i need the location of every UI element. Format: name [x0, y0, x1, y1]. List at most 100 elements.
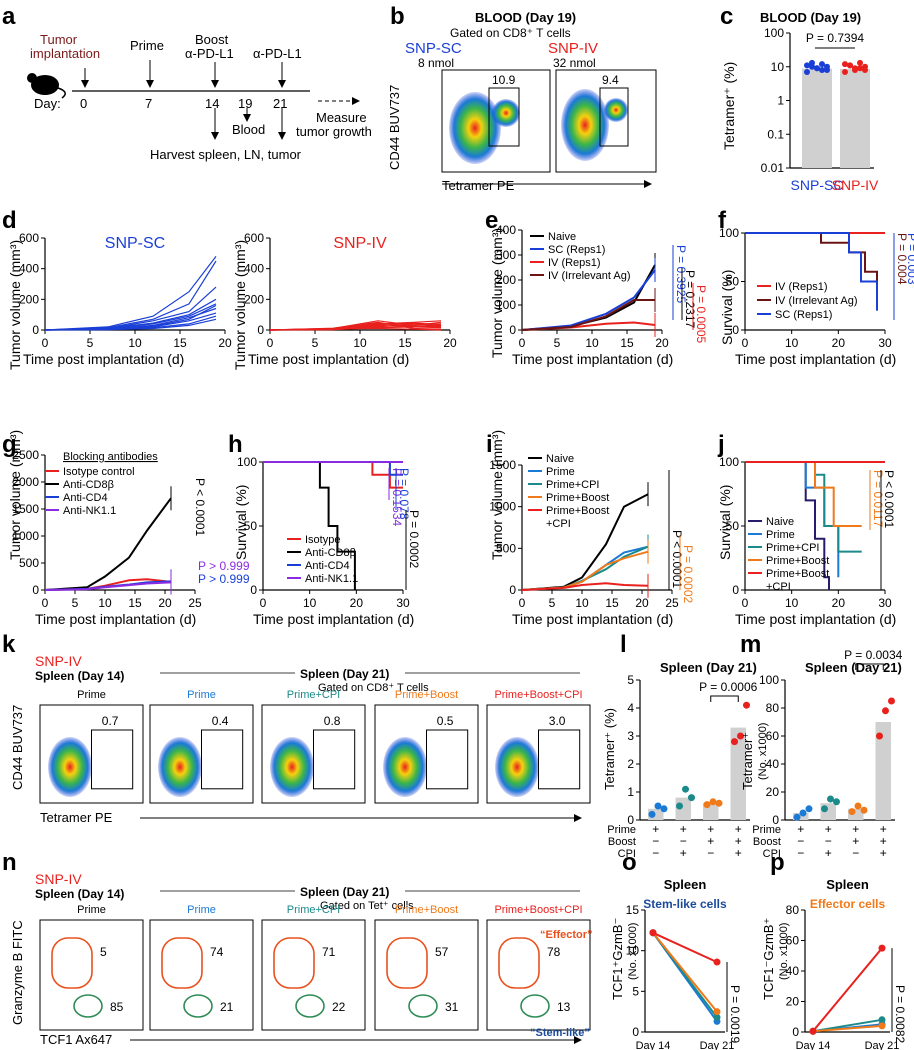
k-left-title: Spleen (Day 14) [35, 669, 124, 683]
g-series-line [44, 497, 172, 591]
m-title: Spleen (Day 21) [805, 660, 902, 675]
k-gate [538, 729, 581, 790]
l-point [715, 799, 723, 807]
m-point [882, 707, 889, 715]
k-gate [91, 729, 134, 790]
e-ylabel: Tumor volume (mm³) [489, 228, 505, 358]
d2-xtick-label: 10 [353, 336, 367, 350]
l-row-sign: − [707, 846, 714, 860]
e-pvalue: P = 0.0005 [694, 285, 708, 343]
panel-label-k: k [2, 631, 16, 658]
p-series-line [812, 1018, 883, 1033]
e-legend-label: Naive [548, 231, 576, 243]
d2-series-line [269, 322, 442, 331]
d1-ylabel: Tumor volume (mm³) [7, 240, 23, 370]
k-pct: 0.4 [212, 714, 229, 728]
p-series-line [812, 947, 883, 1032]
f-legend-label: IV (Reps1) [775, 281, 828, 293]
f-series-line [745, 232, 878, 311]
g-legend-label: Anti-CD4 [63, 492, 108, 504]
k-gate: Gated on CD8⁺ T cells [318, 682, 429, 694]
day-0: 0 [80, 96, 87, 111]
h-pvalue: P = 0.1534 [390, 468, 404, 526]
l-point [737, 732, 744, 740]
m-row-sign: + [852, 834, 859, 848]
j-ytick-label: 0 [732, 583, 739, 597]
f-ytick-label: 50 [726, 275, 740, 289]
m-bar [875, 722, 891, 820]
g-xtick-label: 0 [42, 596, 49, 610]
c-point [842, 68, 848, 75]
panel-label-m: m [740, 631, 761, 658]
d2-xtick-label: 5 [312, 336, 319, 350]
c-point [824, 63, 830, 70]
j-xtick-label: 20 [832, 596, 846, 610]
l-row-sign: + [707, 822, 714, 836]
i-xlabel: Time post implantation (d) [512, 611, 673, 627]
h-xtick-label: 30 [396, 596, 410, 610]
m-row-sign: + [880, 834, 887, 848]
blood-label: Blood [232, 122, 265, 137]
n-pct-effector: 74 [210, 945, 224, 959]
o-ylabel2: (No. x1000) [627, 923, 639, 980]
b-flow-density-1 [449, 92, 501, 164]
l-point [703, 801, 711, 809]
b-group2: SNP-IV [548, 40, 598, 57]
l-point [660, 805, 668, 813]
panel-label-c: c [720, 3, 733, 30]
l-row-sign: + [680, 822, 687, 836]
h-ylabel: Survival (%) [233, 485, 249, 560]
l-ytick-label: 3 [627, 729, 634, 743]
m-ylabel: Tetramer⁺ [740, 732, 755, 790]
k-plot: Prime 0.4 [149, 689, 254, 804]
panel-label-f: f [718, 207, 727, 234]
f-xtick-label: 30 [878, 336, 892, 350]
h-series-line [263, 461, 403, 489]
k-plots: Prime 0.7 Prime 0.4 Prime+CPI 0.8 Prime+Boost 0… [39, 689, 591, 804]
n-pct-stemlike: 21 [220, 1000, 234, 1014]
b-flow-density-2b [604, 98, 628, 122]
j-legend-label: Naive [766, 516, 794, 528]
panel-label-e: e [485, 207, 498, 234]
g-xtick-label: 25 [188, 596, 202, 610]
g-legend-label: Isotype control [63, 466, 135, 478]
c-point [847, 62, 853, 69]
m-point [888, 697, 895, 705]
b-group1: SNP-SC [405, 40, 462, 57]
k-plot-title: Prime [187, 689, 216, 701]
i-legend-label: Prime [546, 466, 575, 478]
k-pct: 0.8 [324, 714, 341, 728]
h-pvalue: P = 0.078 [397, 468, 411, 520]
l-row-label: CPI [618, 848, 636, 860]
b-title: BLOOD (Day 19) [475, 10, 576, 25]
l-title: Spleen (Day 21) [660, 660, 757, 675]
k-plot: Prime 0.7 [39, 689, 144, 804]
l-point [731, 738, 738, 746]
n-plot: Prime 5 85 [39, 904, 144, 1031]
i-legend-label: Prime+Boost [546, 505, 609, 517]
h-xtick-label: 0 [260, 596, 267, 610]
implantation-label: implantation [30, 46, 100, 61]
mouse-icon [27, 73, 66, 99]
g-series-line [44, 581, 172, 591]
m-pvalue: P = 0.0034 [844, 648, 902, 662]
j-series-line [745, 461, 862, 527]
g-ytick-label: 1000 [12, 529, 39, 543]
i-pvalue: P = 0.0002 [681, 545, 695, 603]
m-point [799, 809, 807, 817]
n-plot: Prime+Boost 57 31 [374, 904, 479, 1031]
o-series-line [652, 932, 718, 1013]
d1-ytick-label: 200 [19, 292, 39, 306]
o-category: Day 21 [700, 1040, 735, 1050]
e-pvalue: P = 0.3925 [674, 245, 688, 303]
o-series-line [652, 931, 718, 964]
h-ytick-label: 0 [250, 583, 257, 597]
g-title: SNP-IV [0, 0, 50, 4]
c-ytick-label: 0.01 [761, 161, 785, 175]
panel-e: e 0 100 200 300 400 0 5 10 15 20 Tumor volume (mm³)… [485, 207, 708, 367]
p-point [878, 944, 886, 952]
i-legend-label: Prime+Boost [546, 492, 609, 504]
e-legend-label: IV (Reps1) [548, 257, 601, 269]
m-row-sign: − [797, 834, 804, 848]
